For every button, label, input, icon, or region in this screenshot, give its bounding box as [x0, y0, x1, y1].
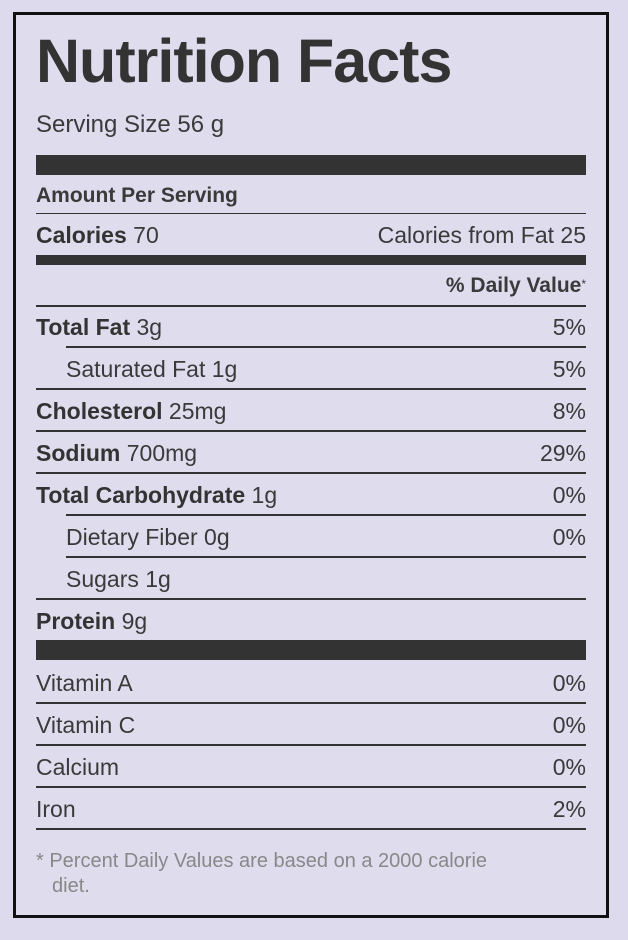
- nutrient-row-sodium: Sodium 700mg 29%: [36, 438, 586, 468]
- calories-row: Calories 70 Calories from Fat 25: [36, 220, 586, 250]
- nutrient-cell: Sugars 1g: [66, 564, 171, 594]
- divider: [36, 430, 586, 432]
- divider: [36, 828, 586, 830]
- nutrient-row-total-carbohydrate: Total Carbohydrate 1g 0%: [36, 480, 586, 510]
- nutrient-dv: 29%: [539, 440, 586, 466]
- nutrient-row-sugars: Sugars 1g: [66, 564, 586, 594]
- daily-value-mark: *: [581, 277, 586, 291]
- divider: [36, 388, 586, 390]
- divider: [36, 744, 586, 746]
- nutrient-amount: 1g: [145, 566, 171, 592]
- nutrient-cell: Cholesterol 25mg: [36, 396, 226, 426]
- nutrient-dv: 0%: [552, 482, 586, 508]
- amount-per-serving: Amount Per Serving: [36, 184, 238, 207]
- footnote-line-2: diet.: [52, 875, 90, 897]
- nutrient-cell: Total Carbohydrate 1g: [36, 480, 277, 510]
- nutrient-cell: Dietary Fiber 0g: [66, 522, 230, 552]
- vitamin-dv: 0%: [552, 712, 586, 738]
- nutrient-cell: Sodium 700mg: [36, 438, 197, 468]
- nutrient-name: Total Fat: [36, 314, 131, 340]
- divider: [36, 702, 586, 704]
- daily-value-header-text: % Daily Value: [445, 274, 582, 297]
- vitamin-row-iron: Iron 2%: [36, 794, 586, 824]
- footnote-line-1: * Percent Daily Values are based on a 20…: [36, 850, 488, 872]
- nutrient-dv: 5%: [552, 356, 586, 382]
- nutrient-row-saturated-fat: Saturated Fat 1g 5%: [66, 354, 586, 384]
- nutrient-cell: Saturated Fat 1g: [66, 354, 237, 384]
- daily-value-header-row: % Daily Value*: [36, 271, 586, 301]
- divider: [66, 346, 586, 348]
- nutrient-cell: Protein 9g: [36, 606, 147, 636]
- nutrient-amount: 0g: [204, 524, 230, 550]
- label-title: Nutrition Facts: [36, 27, 452, 95]
- calories-from-fat: Calories from Fat 25: [377, 222, 586, 248]
- nutrient-name: Protein: [36, 608, 116, 634]
- divider: [66, 556, 586, 558]
- nutrient-amount: 3g: [136, 314, 163, 340]
- nutrition-label: Nutrition Facts Serving Size 56 g Amount…: [13, 12, 609, 918]
- vitamin-name: Vitamin C: [36, 712, 136, 738]
- divider: [36, 598, 586, 600]
- serving-size: Serving Size 56 g: [36, 111, 225, 138]
- nutrient-name: Cholesterol: [36, 398, 163, 424]
- vitamin-name: Iron: [36, 796, 76, 822]
- calories-cell: Calories 70: [36, 220, 159, 250]
- vitamin-name: Calcium: [36, 754, 120, 780]
- vitamin-dv: 0%: [552, 670, 586, 696]
- vitamin-dv: 0%: [552, 754, 586, 780]
- vitamin-row-calcium: Calcium 0%: [36, 752, 586, 782]
- amount-per-serving-row: Amount Per Serving: [36, 181, 586, 211]
- nutrient-name: Saturated Fat: [66, 356, 206, 382]
- vitamin-dv: 2%: [552, 796, 586, 822]
- nutrient-cell: Total Fat 3g: [36, 312, 162, 342]
- calories-value: 70: [133, 222, 159, 248]
- nutrient-name: Dietary Fiber: [66, 524, 198, 550]
- nutrient-name: Total Carbohydrate: [36, 482, 246, 508]
- divider: [36, 213, 586, 214]
- divider: [36, 305, 586, 307]
- divider: [36, 786, 586, 788]
- nutrient-dv: 8%: [552, 398, 586, 424]
- nutrient-amount: 1g: [211, 356, 238, 382]
- nutrient-row-total-fat: Total Fat 3g 5%: [36, 312, 586, 342]
- divider: [36, 472, 586, 474]
- daily-value-header: % Daily Value*: [446, 271, 586, 301]
- nutrient-row-cholesterol: Cholesterol 25mg 8%: [36, 396, 586, 426]
- vitamin-name: Vitamin A: [36, 670, 133, 696]
- nutrient-amount: 1g: [251, 482, 278, 508]
- nutrient-name: Sugars: [66, 566, 139, 592]
- nutrient-amount: 25mg: [168, 398, 227, 424]
- nutrient-amount: 700mg: [126, 440, 198, 466]
- vitamin-row-vitamin-a: Vitamin A 0%: [36, 668, 586, 698]
- divider: [66, 514, 586, 516]
- vitamin-row-vitamin-c: Vitamin C 0%: [36, 710, 586, 740]
- thick-divider-top: [36, 155, 586, 175]
- footnote: * Percent Daily Values are based on a 20…: [36, 849, 566, 899]
- nutrient-row-dietary-fiber: Dietary Fiber 0g 0%: [66, 522, 586, 552]
- nutrient-dv: 0%: [552, 524, 586, 550]
- thick-divider-bottom: [36, 640, 586, 660]
- nutrient-dv: 5%: [552, 314, 586, 340]
- medium-divider: [36, 255, 586, 265]
- nutrient-amount: 9g: [121, 608, 148, 634]
- nutrient-row-protein: Protein 9g: [36, 606, 586, 636]
- nutrient-name: Sodium: [36, 440, 121, 466]
- calories-label: Calories: [36, 222, 127, 248]
